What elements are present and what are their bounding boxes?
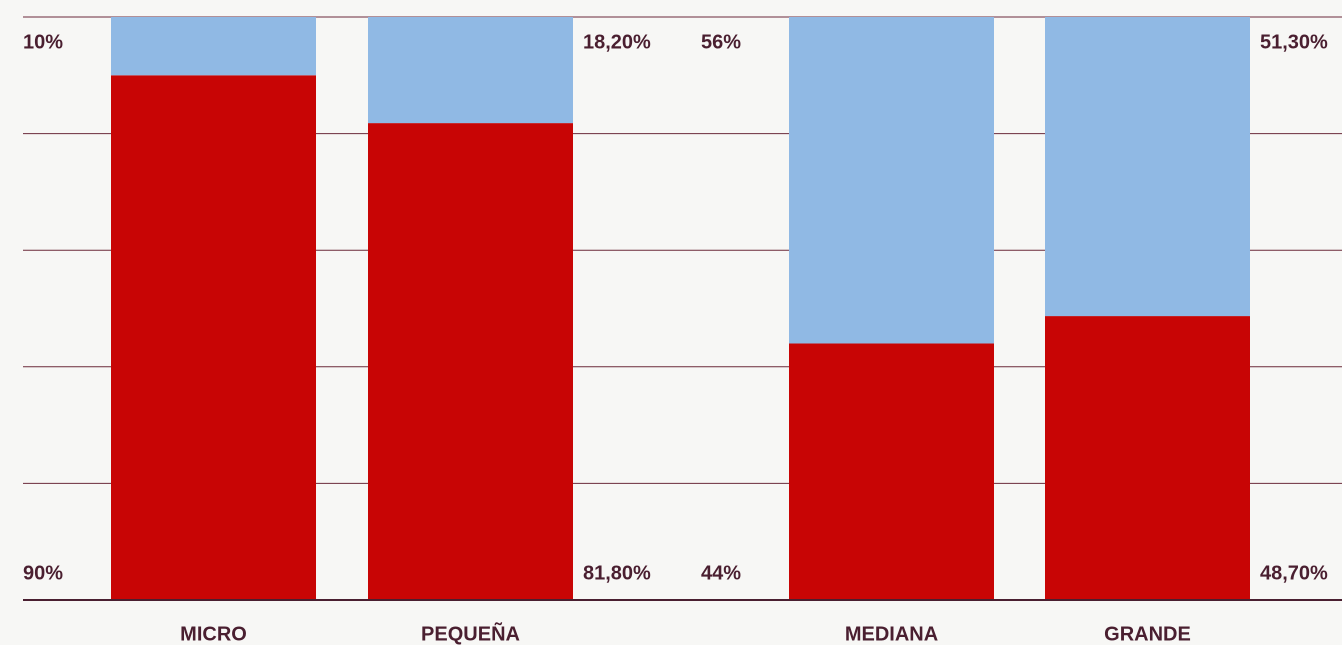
bar-segment <box>789 17 994 344</box>
x-tick-label: MEDIANA <box>845 623 938 645</box>
x-tick-label: MICRO <box>180 623 247 645</box>
value-label: 10% <box>23 31 63 53</box>
value-label: 48,70% <box>1260 562 1328 584</box>
value-label: 81,80% <box>583 562 651 584</box>
value-label: 90% <box>23 562 63 584</box>
value-label: 44% <box>701 562 741 584</box>
bar-segment <box>1045 316 1250 600</box>
x-tick-label: GRANDE <box>1104 623 1191 645</box>
bar-segment <box>368 17 573 124</box>
value-label: 51,30% <box>1260 31 1328 53</box>
value-label: 18,20% <box>583 31 651 53</box>
bar-segment <box>111 17 316 76</box>
value-label: 56% <box>701 31 741 53</box>
bar-segment <box>111 75 316 601</box>
bar-segment <box>1045 17 1250 317</box>
bar-segment <box>368 123 573 600</box>
bar-segment <box>789 343 994 600</box>
x-tick-label: PEQUEÑA <box>421 622 520 645</box>
